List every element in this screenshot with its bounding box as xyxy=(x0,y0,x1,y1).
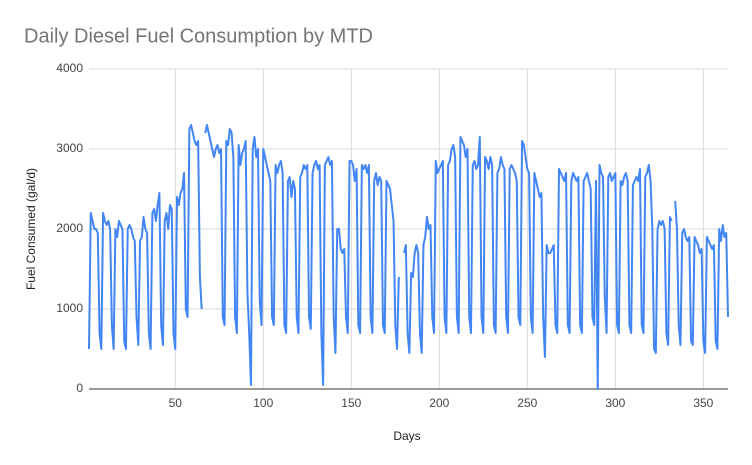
y-tick-label: 0 xyxy=(76,381,83,395)
data-line xyxy=(88,124,729,390)
x-axis-label: Days xyxy=(393,429,420,443)
x-tick-label: 200 xyxy=(429,396,449,410)
x-tick-label: 150 xyxy=(341,396,361,410)
y-tick-label: 2000 xyxy=(56,221,83,235)
x-tick-label: 250 xyxy=(517,396,537,410)
x-tick-label: 50 xyxy=(169,396,183,410)
chart-title: Daily Diesel Fuel Consumption by MTD xyxy=(24,25,373,47)
x-tick-label: 100 xyxy=(253,396,273,410)
y-tick-label: 3000 xyxy=(56,141,83,155)
y-tick-label: 1000 xyxy=(56,301,83,315)
y-tick-label: 4000 xyxy=(56,61,83,75)
y-axis-label: Fuel Consumed (gal/d) xyxy=(24,168,38,290)
x-tick-label: 300 xyxy=(605,396,625,410)
x-tick-label: 350 xyxy=(693,396,713,410)
